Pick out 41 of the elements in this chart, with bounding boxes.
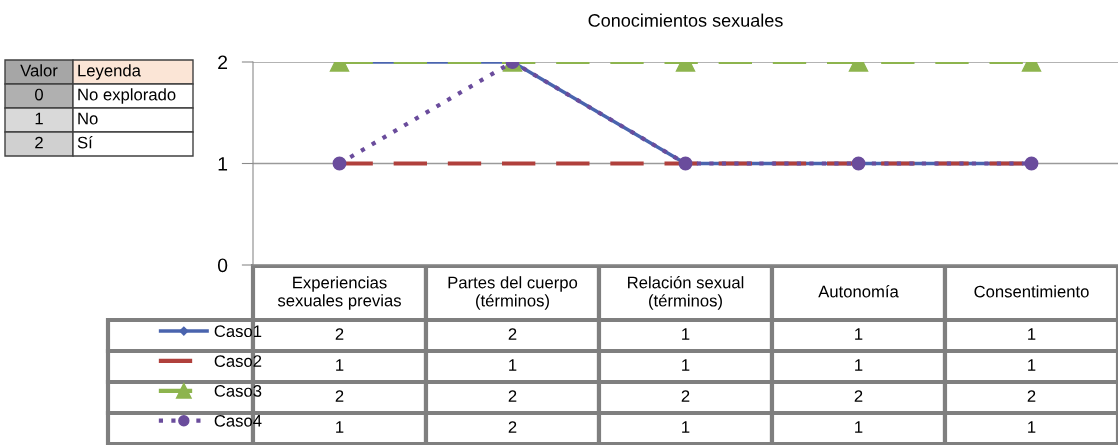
x-tick-label: Consentimiento (974, 285, 1089, 298)
data-label: 1 (1028, 421, 1036, 433)
data-label: 2 (508, 328, 517, 340)
text: 2 (35, 136, 43, 149)
y-tick-label: 0 (217, 258, 228, 273)
data-label: 2 (854, 390, 863, 402)
data-label: 2 (508, 390, 517, 402)
x-tick-label: Relación sexual (términos) (628, 275, 744, 310)
data-label: 1 (682, 359, 690, 371)
text: No (78, 112, 98, 125)
y-tick-label: 2 (218, 55, 228, 70)
y-tick-label: 1 (218, 157, 228, 171)
data-label: 1 (509, 359, 517, 371)
legend-label: Caso2 (214, 355, 262, 367)
data-label: 1 (1028, 359, 1036, 371)
data-label: 2 (335, 328, 344, 340)
data-label: 1 (855, 359, 863, 371)
data-label: 1 (682, 328, 690, 340)
text: Valor (20, 64, 58, 77)
data-label: 1 (1028, 328, 1036, 340)
data-label: 2 (508, 421, 517, 433)
x-tick-label: Autonomía (818, 285, 899, 298)
data-label: 2 (681, 390, 690, 402)
data-label: 1 (855, 328, 863, 340)
data-label: 1 (682, 421, 690, 433)
data-label: 1 (336, 421, 344, 433)
legend-label: Caso4 (214, 414, 262, 427)
legend-label: Caso3 (214, 385, 262, 397)
text: 1 (35, 112, 43, 125)
x-tick-label: Experiencias sexuales previas (277, 276, 401, 310)
x-tick-label: Partes del cuerpo (términos) (448, 276, 578, 310)
text: 0 (35, 88, 43, 101)
text: No explorado (78, 88, 176, 104)
chart-title: Conocimientos sexuales (588, 13, 783, 27)
text: Leyenda (78, 64, 141, 80)
data-label: 2 (335, 390, 344, 402)
data-label: 2 (1027, 390, 1036, 402)
text: Sí (77, 136, 93, 149)
legend-label: Caso1 (214, 325, 262, 338)
data-label: 1 (336, 359, 344, 371)
data-label: 1 (855, 421, 863, 433)
